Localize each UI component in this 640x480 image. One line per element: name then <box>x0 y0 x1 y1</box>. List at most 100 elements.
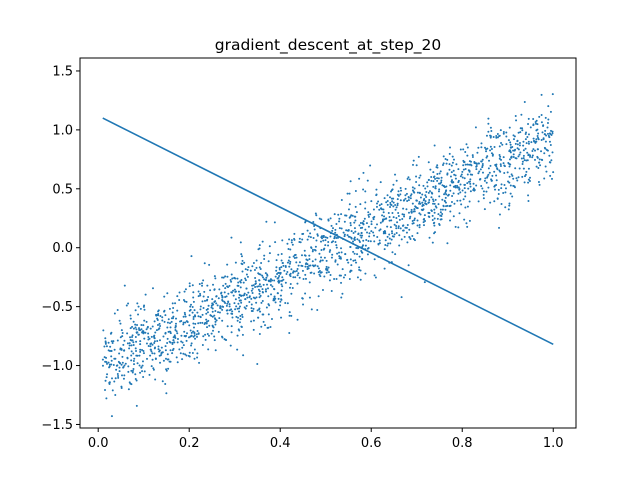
scatter-point <box>241 313 244 316</box>
scatter-point <box>164 332 167 335</box>
scatter-point <box>329 274 332 277</box>
scatter-point <box>288 238 291 241</box>
scatter-point <box>244 298 247 301</box>
scatter-point <box>157 310 160 313</box>
scatter-point <box>449 175 452 178</box>
scatter-point <box>252 284 255 287</box>
scatter-point <box>261 288 264 291</box>
scatter-point <box>139 350 142 353</box>
scatter-point <box>311 250 314 253</box>
scatter-point <box>523 100 526 103</box>
scatter-point <box>424 220 427 223</box>
scatter-point <box>251 292 254 295</box>
scatter-point <box>349 258 352 261</box>
scatter-point <box>485 134 488 137</box>
scatter-point <box>130 350 133 353</box>
scatter-point <box>373 274 376 277</box>
scatter-point <box>107 361 110 364</box>
scatter-point <box>108 366 111 369</box>
scatter-point <box>113 312 116 315</box>
scatter-point <box>408 178 411 181</box>
y-tick-label: 0.5 <box>52 182 73 197</box>
scatter-point <box>286 302 289 305</box>
scatter-point <box>346 192 349 195</box>
scatter-point <box>105 345 108 348</box>
scatter-point <box>461 189 464 192</box>
scatter-point <box>245 287 248 290</box>
scatter-point <box>498 157 501 160</box>
scatter-point <box>378 208 381 211</box>
scatter-point <box>306 267 309 270</box>
scatter-point <box>263 258 266 261</box>
scatter-point <box>520 113 523 116</box>
scatter-point <box>210 304 213 307</box>
scatter-point <box>456 184 459 187</box>
scatter-point <box>151 358 154 361</box>
scatter-point <box>119 362 122 365</box>
scatter-point <box>359 222 362 225</box>
scatter-point <box>539 164 542 167</box>
x-tick-label: 0.2 <box>179 436 200 451</box>
scatter-point <box>469 185 472 188</box>
scatter-point <box>190 255 193 258</box>
scatter-point <box>134 378 137 381</box>
scatter-point <box>149 348 152 351</box>
y-tick-label: 0.0 <box>52 241 73 256</box>
scatter-point <box>380 208 383 211</box>
scatter-point <box>112 340 115 343</box>
scatter-point <box>104 342 107 345</box>
scatter-point <box>426 181 429 184</box>
scatter-point <box>278 271 281 274</box>
scatter-point <box>206 284 209 287</box>
scatter-point <box>278 268 281 271</box>
scatter-point <box>446 158 449 161</box>
scatter-point <box>440 176 443 179</box>
scatter-point <box>464 151 467 154</box>
y-tick-label: −1.5 <box>41 418 73 433</box>
scatter-point <box>239 299 242 302</box>
scatter-point <box>512 149 515 152</box>
scatter-point <box>133 357 136 360</box>
scatter-point <box>172 339 175 342</box>
scatter-point <box>173 341 176 344</box>
scatter-point <box>451 161 454 164</box>
scatter-point <box>120 329 123 332</box>
scatter-point <box>359 278 362 281</box>
scatter-point <box>316 234 319 237</box>
scatter-point <box>456 199 459 202</box>
scatter-point <box>270 293 273 296</box>
scatter-point <box>382 211 385 214</box>
scatter-point <box>308 254 311 257</box>
scatter-point <box>131 325 134 328</box>
scatter-point <box>516 147 519 150</box>
scatter-point <box>335 277 338 280</box>
scatter-point <box>540 113 543 116</box>
scatter-point <box>137 313 140 316</box>
scatter-point <box>239 315 242 318</box>
scatter-point <box>493 146 496 149</box>
scatter-point <box>228 284 231 287</box>
scatter-point <box>480 160 483 163</box>
scatter-point <box>544 140 547 143</box>
scatter-point <box>349 180 352 183</box>
scatter-point <box>432 202 435 205</box>
scatter-point <box>213 314 216 317</box>
scatter-point <box>313 272 316 275</box>
scatter-point <box>186 332 189 335</box>
scatter-point <box>364 190 367 193</box>
scatter-point <box>204 321 207 324</box>
scatter-point <box>293 257 296 260</box>
scatter-point <box>130 369 133 372</box>
scatter-point <box>457 186 460 189</box>
scatter-point <box>261 274 264 277</box>
scatter-point <box>111 341 114 344</box>
scatter-point <box>416 219 419 222</box>
scatter-point <box>226 312 229 315</box>
scatter-point <box>193 357 196 360</box>
scatter-point <box>550 133 553 136</box>
scatter-point <box>542 138 545 141</box>
scatter-point <box>481 163 484 166</box>
scatter-point <box>468 200 471 203</box>
scatter-point <box>225 339 228 342</box>
scatter-point <box>484 177 487 180</box>
